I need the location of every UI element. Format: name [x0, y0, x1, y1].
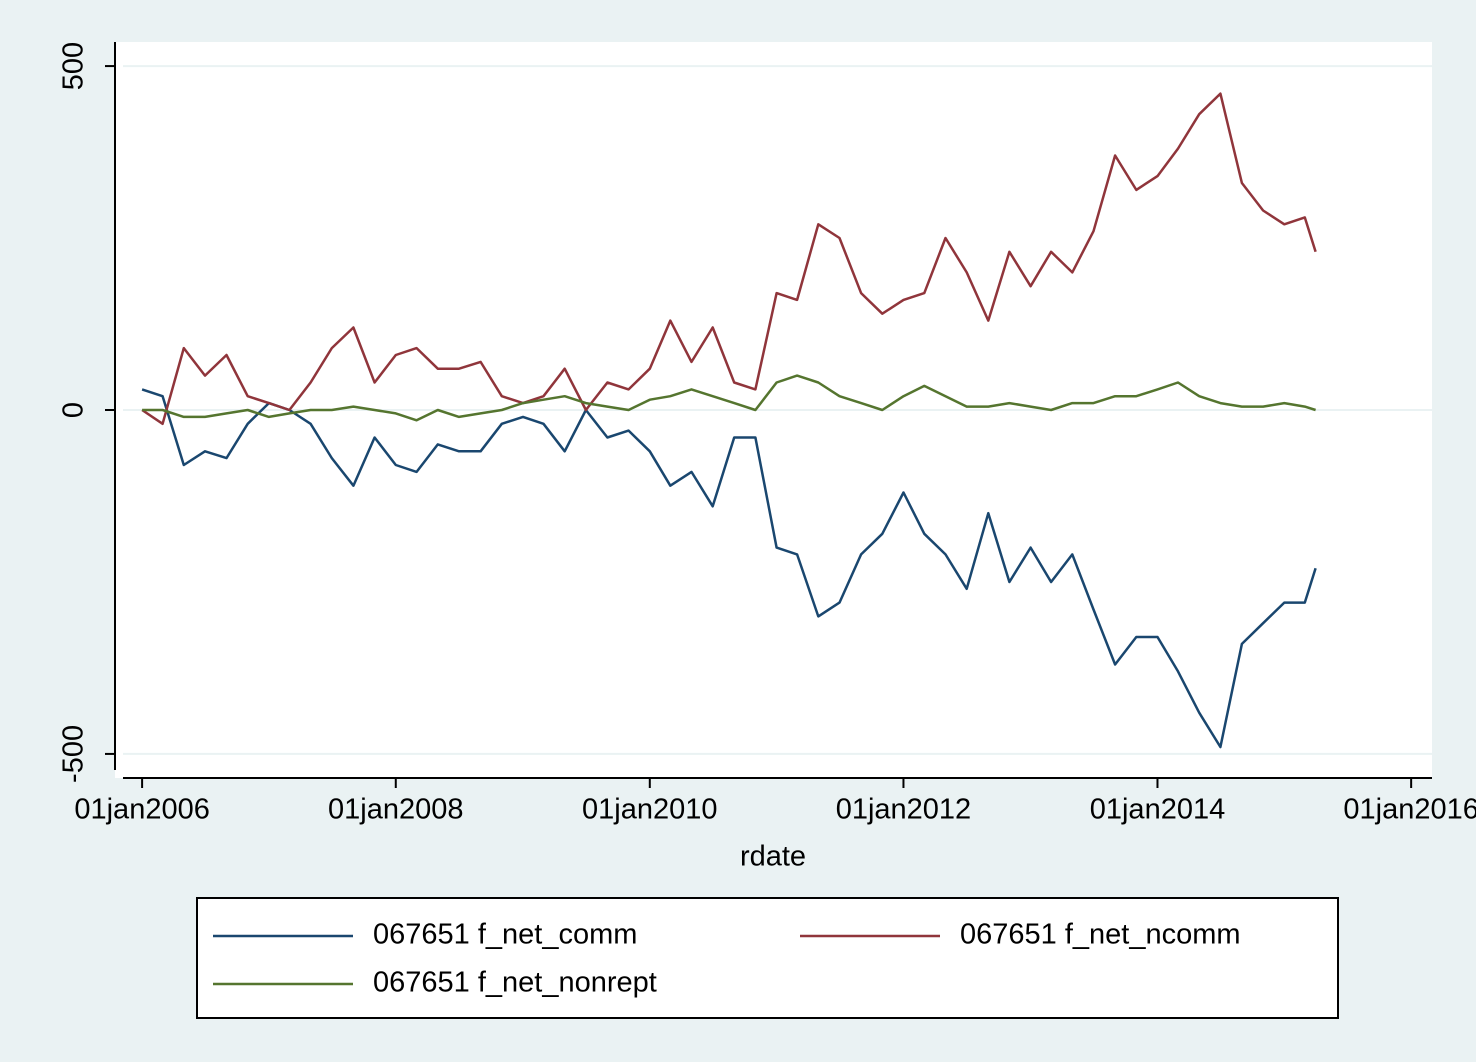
- y-tick-label: 0: [58, 402, 90, 418]
- series-line: [141, 388, 1317, 749]
- x-tick-label: 01jan2014: [1090, 794, 1225, 826]
- series-line: [141, 92, 1317, 426]
- x-tick-label: 01jan2016: [1343, 794, 1476, 826]
- x-tick-label: 01jan2010: [582, 794, 717, 826]
- x-axis-label: rdate: [740, 841, 806, 873]
- x-tick-label: 01jan2008: [328, 794, 463, 826]
- legend-box: [196, 897, 1339, 1019]
- legend-label: 067651 f_net_comm: [373, 919, 637, 951]
- legend-label: 067651 f_net_nonrept: [373, 967, 657, 999]
- y-tick-label: 500: [58, 42, 90, 90]
- legend-label: 067651 f_net_ncomm: [960, 919, 1241, 951]
- x-tick-label: 01jan2012: [836, 794, 971, 826]
- series-line: [142, 374, 1316, 422]
- x-tick-label: 01jan2006: [74, 794, 209, 826]
- y-tick-label: -500: [58, 725, 90, 783]
